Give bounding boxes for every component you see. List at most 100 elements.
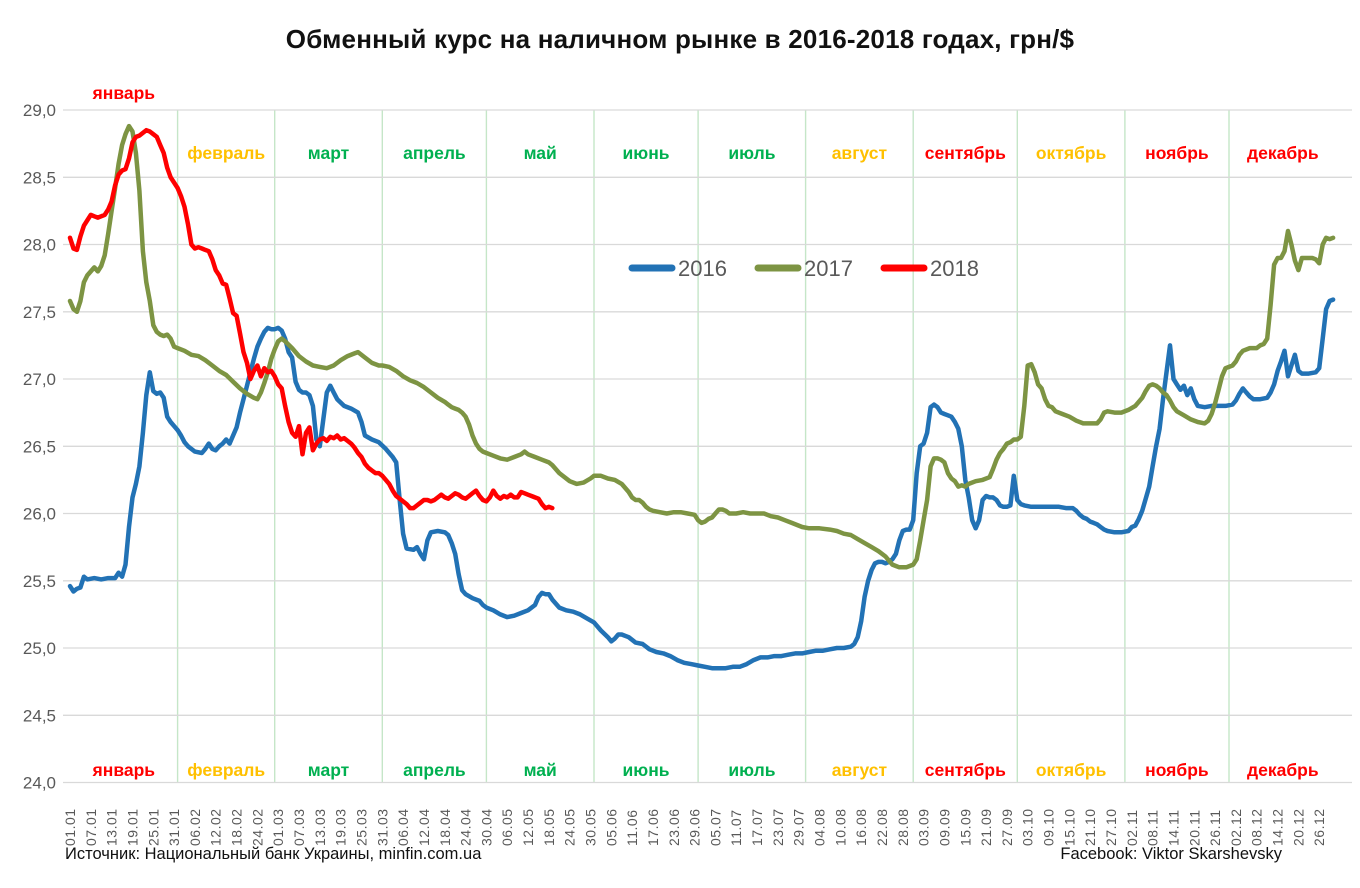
x-axis-label: 02.11 <box>1124 810 1140 847</box>
x-axis-label: 04.08 <box>812 808 828 846</box>
x-axis-label: 27.09 <box>999 808 1015 846</box>
x-axis-label: 17.06 <box>645 808 661 846</box>
month-label-bottom: май <box>524 760 557 780</box>
x-axis-label: 15.09 <box>957 808 973 846</box>
x-axis-label: 13.01 <box>104 808 120 846</box>
month-label-top: апрель <box>403 143 466 163</box>
month-label-bottom: декабрь <box>1247 760 1319 780</box>
y-axis-label: 25,5 <box>23 572 56 591</box>
month-label-top: октябрь <box>1036 143 1107 163</box>
x-axis-label: 03.10 <box>1020 808 1036 846</box>
series-line-2017 <box>67 123 1336 570</box>
x-axis-label: 12.04 <box>416 808 432 846</box>
x-axis-label: 21.09 <box>978 808 994 846</box>
x-axis-label: 19.03 <box>333 808 349 846</box>
x-axis-label: 28.08 <box>895 808 911 846</box>
page-title: Обменный курс на наличном рынке в 2016-2… <box>285 24 1075 54</box>
x-axis-label: 22.08 <box>874 808 890 846</box>
y-axis-label: 27,0 <box>23 370 56 389</box>
x-axis-label: 15.10 <box>1061 808 1077 846</box>
facebook-note: Facebook: Viktor Skarshevsky <box>1060 845 1282 863</box>
month-label-top: ноябрь <box>1145 143 1209 163</box>
legend-label: 2017 <box>804 256 853 281</box>
x-axis-label: 25.01 <box>145 808 161 846</box>
x-axis-label: 26.11 <box>1207 810 1223 847</box>
series-line-2016 <box>67 297 1336 671</box>
y-axis-label: 27,5 <box>23 303 56 322</box>
y-axis-label: 24,0 <box>23 774 56 793</box>
x-axis-label: 10.08 <box>832 808 848 846</box>
month-label-top: июнь <box>622 143 669 163</box>
x-axis-label: 06.05 <box>499 808 515 846</box>
x-axis-label: 25.03 <box>354 808 370 846</box>
x-axis-label: 05.07 <box>707 808 723 846</box>
x-axis-label: 24.05 <box>562 808 578 846</box>
x-axis-label: 20.11 <box>1186 810 1202 847</box>
x-axis-label: 24.04 <box>458 808 474 846</box>
x-axis-label: 02.12 <box>1228 808 1244 846</box>
x-axis-label: 09.10 <box>1041 808 1057 846</box>
x-axis-label: 23.07 <box>770 808 786 846</box>
month-label-bottom: февраль <box>187 760 265 780</box>
x-axis-label: 01.03 <box>270 808 286 846</box>
month-label-bottom: октябрь <box>1036 760 1107 780</box>
x-axis-label: 31.01 <box>166 808 182 846</box>
x-axis-label: 12.05 <box>520 808 536 846</box>
x-axis-label: 13.03 <box>312 808 328 846</box>
month-label-bottom: март <box>308 760 350 780</box>
y-axis-label: 24,5 <box>23 706 56 725</box>
y-axis-label: 28,0 <box>23 236 56 255</box>
x-axis-label: 29.06 <box>687 808 703 846</box>
x-axis-label: 18.02 <box>229 808 245 846</box>
month-label-bottom: сентябрь <box>925 760 1006 780</box>
x-axis-label: 01.01 <box>62 808 78 846</box>
x-axis-label: 08.11 <box>1145 810 1161 847</box>
month-label-top: декабрь <box>1247 143 1319 163</box>
x-axis-label: 27.10 <box>1103 808 1119 846</box>
month-label-top: март <box>308 143 350 163</box>
x-axis-label: 21.10 <box>1082 808 1098 846</box>
x-axis-label: 26.12 <box>1311 808 1327 846</box>
y-axis-label: 26,0 <box>23 505 56 524</box>
x-axis-label: 11.06 <box>624 810 640 847</box>
x-axis-label: 05.06 <box>603 808 619 846</box>
month-label-top: август <box>832 143 888 163</box>
x-axis-label: 07.01 <box>83 808 99 846</box>
month-label-bottom: июль <box>728 760 775 780</box>
y-axis-label: 29,0 <box>23 101 56 120</box>
x-axis-label: 03.09 <box>916 808 932 846</box>
x-axis-label: 06.02 <box>187 808 203 846</box>
x-axis-label: 30.05 <box>583 808 599 846</box>
x-axis-label: 29.07 <box>791 808 807 846</box>
month-label-top: сентябрь <box>925 143 1006 163</box>
series-line-2018 <box>67 127 555 511</box>
month-label-bottom: июнь <box>622 760 669 780</box>
y-axis-label: 28,5 <box>23 168 56 187</box>
x-axis-label: 07.03 <box>291 808 307 846</box>
month-label-top: июль <box>728 143 775 163</box>
x-axis-label: 08.12 <box>1249 808 1265 846</box>
x-axis-label: 20.12 <box>1290 808 1306 846</box>
x-axis-label: 18.05 <box>541 808 557 846</box>
month-label-bottom: август <box>832 760 888 780</box>
y-axis-label: 26,5 <box>23 437 56 456</box>
month-label-bottom: январь <box>92 760 156 780</box>
x-axis-label: 11.07 <box>728 810 744 847</box>
legend-label: 2018 <box>930 256 979 281</box>
x-axis-label: 23.06 <box>666 808 682 846</box>
month-label-bottom: апрель <box>403 760 466 780</box>
x-axis-label: 06.04 <box>395 808 411 846</box>
x-axis-label: 24.02 <box>249 808 265 846</box>
month-label-top: февраль <box>187 143 265 163</box>
x-axis-label: 31.03 <box>374 808 390 846</box>
x-axis-label: 30.04 <box>478 808 494 846</box>
x-axis-label: 14.11 <box>1166 810 1182 847</box>
x-axis-label: 14.12 <box>1270 808 1286 846</box>
x-axis-label: 16.08 <box>853 808 869 846</box>
x-axis-label: 18.04 <box>437 808 453 846</box>
month-label-top: январь <box>92 83 156 103</box>
x-axis-label: 09.09 <box>936 808 952 846</box>
x-axis-label: 19.01 <box>125 808 141 846</box>
month-label-top: май <box>524 143 557 163</box>
